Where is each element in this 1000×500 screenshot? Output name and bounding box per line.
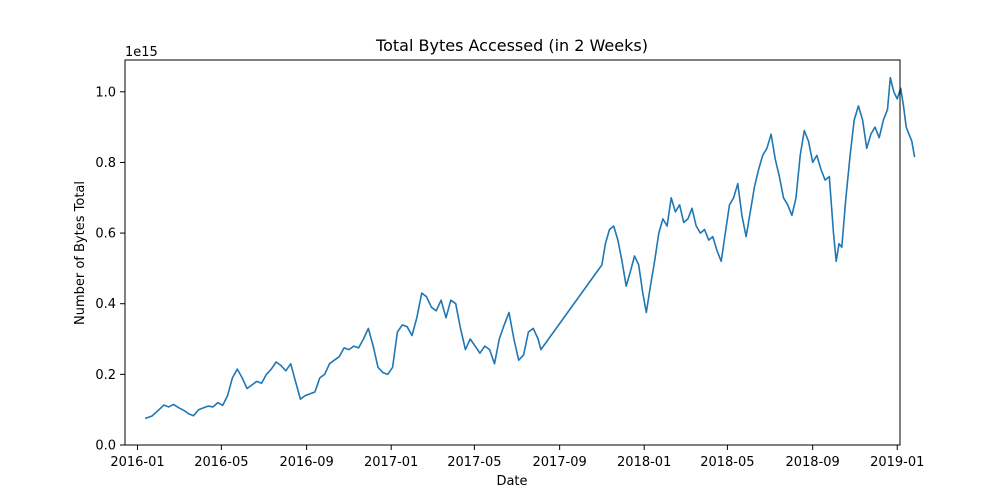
x-tick-label: 2017-05 (447, 455, 501, 470)
y-tick-label: 1.0 (95, 85, 116, 100)
x-axis-title: Date (496, 474, 527, 489)
y-axis-title: Number of Bytes Total (73, 181, 88, 325)
x-tick-label: 2016-05 (194, 455, 248, 470)
chart-title: Total Bytes Accessed (in 2 Weeks) (375, 36, 648, 55)
y-offset-label: 1e15 (125, 45, 158, 60)
x-tick-label: 2018-01 (617, 455, 671, 470)
x-tick-label: 2016-09 (279, 455, 333, 470)
y-ticks: 0.0 0.2 0.4 0.6 0.8 1.0 (95, 85, 125, 454)
plot-area (125, 60, 900, 445)
y-tick-label: 0.2 (95, 368, 116, 383)
x-tick-label: 2017-09 (532, 455, 586, 470)
x-tick-label: 2019-01 (870, 455, 924, 470)
series-line (144, 76, 916, 420)
y-tick-label: 0.4 (95, 297, 116, 312)
y-tick-label: 0.6 (95, 227, 116, 242)
x-tick-label: 2017-01 (364, 455, 418, 470)
x-tick-label: 2018-05 (700, 455, 754, 470)
x-tick-label: 2018-09 (785, 455, 839, 470)
x-tick-label: 2016-01 (110, 455, 164, 470)
plot-frame (124, 59, 901, 446)
y-tick-label: 0.0 (95, 439, 116, 454)
x-ticks: 2016-01 2016-05 2016-09 2017-01 2017-05 2017-… (110, 445, 924, 470)
y-tick-label: 0.8 (95, 156, 116, 171)
